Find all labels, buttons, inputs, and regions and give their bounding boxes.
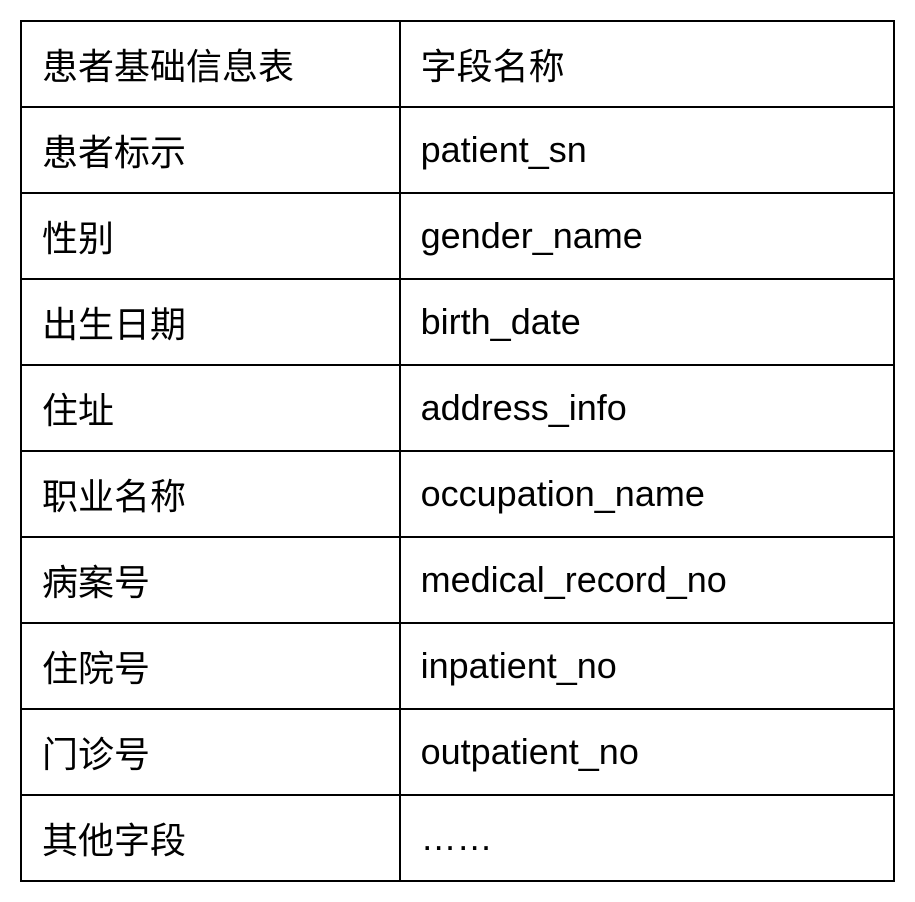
table-row: 职业名称 occupation_name — [21, 451, 894, 537]
table-cell-value: inpatient_no — [400, 623, 894, 709]
table-cell-label: 住址 — [21, 365, 400, 451]
table-cell-label: 病案号 — [21, 537, 400, 623]
table-row: 患者基础信息表 字段名称 — [21, 21, 894, 107]
table-cell-label: 住院号 — [21, 623, 400, 709]
table-row: 住址 address_info — [21, 365, 894, 451]
patient-info-table: 患者基础信息表 字段名称 患者标示 patient_sn 性别 gender_n… — [20, 20, 895, 882]
table-cell-value: outpatient_no — [400, 709, 894, 795]
table-row: 住院号 inpatient_no — [21, 623, 894, 709]
table-cell-label: 患者基础信息表 — [21, 21, 400, 107]
table-cell-value: patient_sn — [400, 107, 894, 193]
table-cell-value: gender_name — [400, 193, 894, 279]
table-row: 门诊号 outpatient_no — [21, 709, 894, 795]
table-cell-value: medical_record_no — [400, 537, 894, 623]
table-cell-label: 门诊号 — [21, 709, 400, 795]
table-body: 患者基础信息表 字段名称 患者标示 patient_sn 性别 gender_n… — [21, 21, 894, 881]
table-cell-label: 其他字段 — [21, 795, 400, 881]
table-cell-label: 性别 — [21, 193, 400, 279]
table-cell-label: 患者标示 — [21, 107, 400, 193]
table-cell-value: occupation_name — [400, 451, 894, 537]
table-cell-value: …… — [400, 795, 894, 881]
table-cell-label: 职业名称 — [21, 451, 400, 537]
table-row: 患者标示 patient_sn — [21, 107, 894, 193]
table-cell-value: address_info — [400, 365, 894, 451]
table-cell-value: 字段名称 — [400, 21, 894, 107]
table-cell-label: 出生日期 — [21, 279, 400, 365]
table-row: 病案号 medical_record_no — [21, 537, 894, 623]
table-cell-value: birth_date — [400, 279, 894, 365]
table-row: 性别 gender_name — [21, 193, 894, 279]
table-row: 出生日期 birth_date — [21, 279, 894, 365]
table-row: 其他字段 …… — [21, 795, 894, 881]
